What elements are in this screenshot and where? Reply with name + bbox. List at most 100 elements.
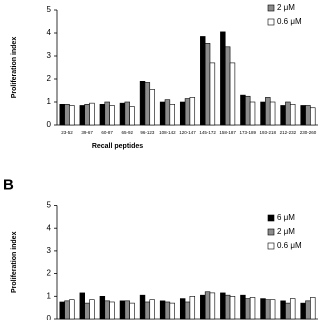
- legend-label: 2 μM: [277, 227, 295, 236]
- bar: [204, 291, 211, 320]
- x-tick-label: 23-52: [61, 130, 73, 135]
- y-tick-label: 3: [47, 246, 52, 255]
- legend-swatch: [267, 4, 275, 12]
- bar: [159, 300, 166, 320]
- y-tick-label: 1: [47, 97, 52, 106]
- y-tick-label: 5: [47, 5, 52, 14]
- bar: [220, 292, 226, 320]
- legend-swatch: [267, 18, 275, 26]
- y-tick-label: 0: [47, 314, 52, 320]
- bar: [64, 300, 70, 320]
- bar: [124, 101, 130, 126]
- bar: [310, 297, 316, 320]
- legend-label: 2 μM: [277, 3, 295, 12]
- bar: [169, 302, 175, 320]
- bar: [104, 101, 110, 126]
- bar: [300, 105, 306, 126]
- legend-swatch: [267, 214, 275, 222]
- bar: [224, 46, 231, 126]
- bar: [144, 301, 151, 320]
- y-axis-label: Proliferation index: [11, 231, 18, 293]
- bar: [139, 294, 146, 320]
- bar: [99, 295, 106, 320]
- bar: [119, 102, 126, 126]
- y-tick-label: 1: [47, 291, 52, 300]
- bar: [164, 99, 171, 126]
- bar: [260, 101, 266, 126]
- bar: [179, 101, 186, 126]
- panel-label: B: [3, 176, 14, 193]
- x-tick-label: 96-123: [140, 130, 155, 135]
- bar: [84, 302, 90, 320]
- bar: [249, 297, 256, 320]
- x-tick-label: 60-87: [101, 130, 113, 135]
- x-tick-label: 108-142: [159, 130, 176, 135]
- y-tick-label: 0: [47, 120, 52, 129]
- bar: [265, 97, 271, 126]
- bar: [104, 300, 110, 320]
- bar: [229, 295, 236, 320]
- bar: [159, 101, 166, 126]
- x-tick-label: 158-187: [219, 130, 236, 135]
- x-tick-label: 145-172: [199, 130, 216, 135]
- bar: [200, 36, 206, 126]
- bar: [269, 299, 276, 320]
- bar: [149, 89, 155, 126]
- bar: [265, 299, 271, 320]
- bar: [305, 300, 311, 320]
- bar: [109, 105, 115, 126]
- bar: [164, 301, 171, 320]
- bar: [139, 81, 146, 126]
- bar: [240, 94, 246, 126]
- bar: [184, 98, 191, 126]
- y-axis-label: Proliferation index: [11, 37, 18, 99]
- bar: [280, 105, 286, 126]
- x-tick-label: 120-147: [179, 130, 196, 135]
- y-tick-label: 2: [47, 74, 52, 83]
- legend-label: 0.6 μM: [277, 241, 302, 250]
- bar: [64, 104, 70, 126]
- bar: [269, 101, 276, 126]
- x-tick-label: 193-218: [260, 130, 277, 135]
- bar: [285, 101, 291, 126]
- bar: [144, 82, 151, 126]
- bar: [179, 298, 186, 320]
- bar: [280, 300, 286, 320]
- bar: [149, 299, 155, 320]
- bar: [240, 294, 246, 320]
- bar: [300, 302, 306, 320]
- bar: [184, 301, 191, 320]
- y-tick-label: 4: [47, 223, 52, 232]
- bar: [229, 62, 236, 126]
- legend-swatch: [267, 228, 275, 236]
- bar: [260, 298, 266, 320]
- bar: [224, 294, 231, 320]
- bar: [99, 104, 106, 126]
- bar: [204, 43, 211, 126]
- y-tick-label: 2: [47, 269, 52, 278]
- bar: [209, 62, 216, 126]
- bar: [289, 298, 296, 320]
- y-tick-label: 4: [47, 28, 52, 37]
- bar: [59, 104, 65, 126]
- bar: [119, 300, 126, 320]
- bar: [79, 292, 86, 320]
- bar: [59, 301, 65, 320]
- bar: [129, 302, 135, 320]
- bar: [169, 104, 175, 126]
- bar: [245, 95, 251, 126]
- bar: [189, 97, 196, 126]
- legend-label: 6 μM: [277, 213, 295, 222]
- bar: [189, 295, 196, 320]
- x-tick-label: 212-232: [280, 130, 297, 135]
- bar: [69, 299, 75, 320]
- bar: [245, 298, 251, 320]
- bar: [89, 299, 95, 320]
- bar: [200, 294, 206, 320]
- bar: [109, 301, 115, 320]
- x-tick-label: 230-260: [300, 130, 317, 135]
- bar: [89, 102, 95, 126]
- legend-swatch: [267, 242, 275, 250]
- y-tick-label: 3: [47, 51, 52, 60]
